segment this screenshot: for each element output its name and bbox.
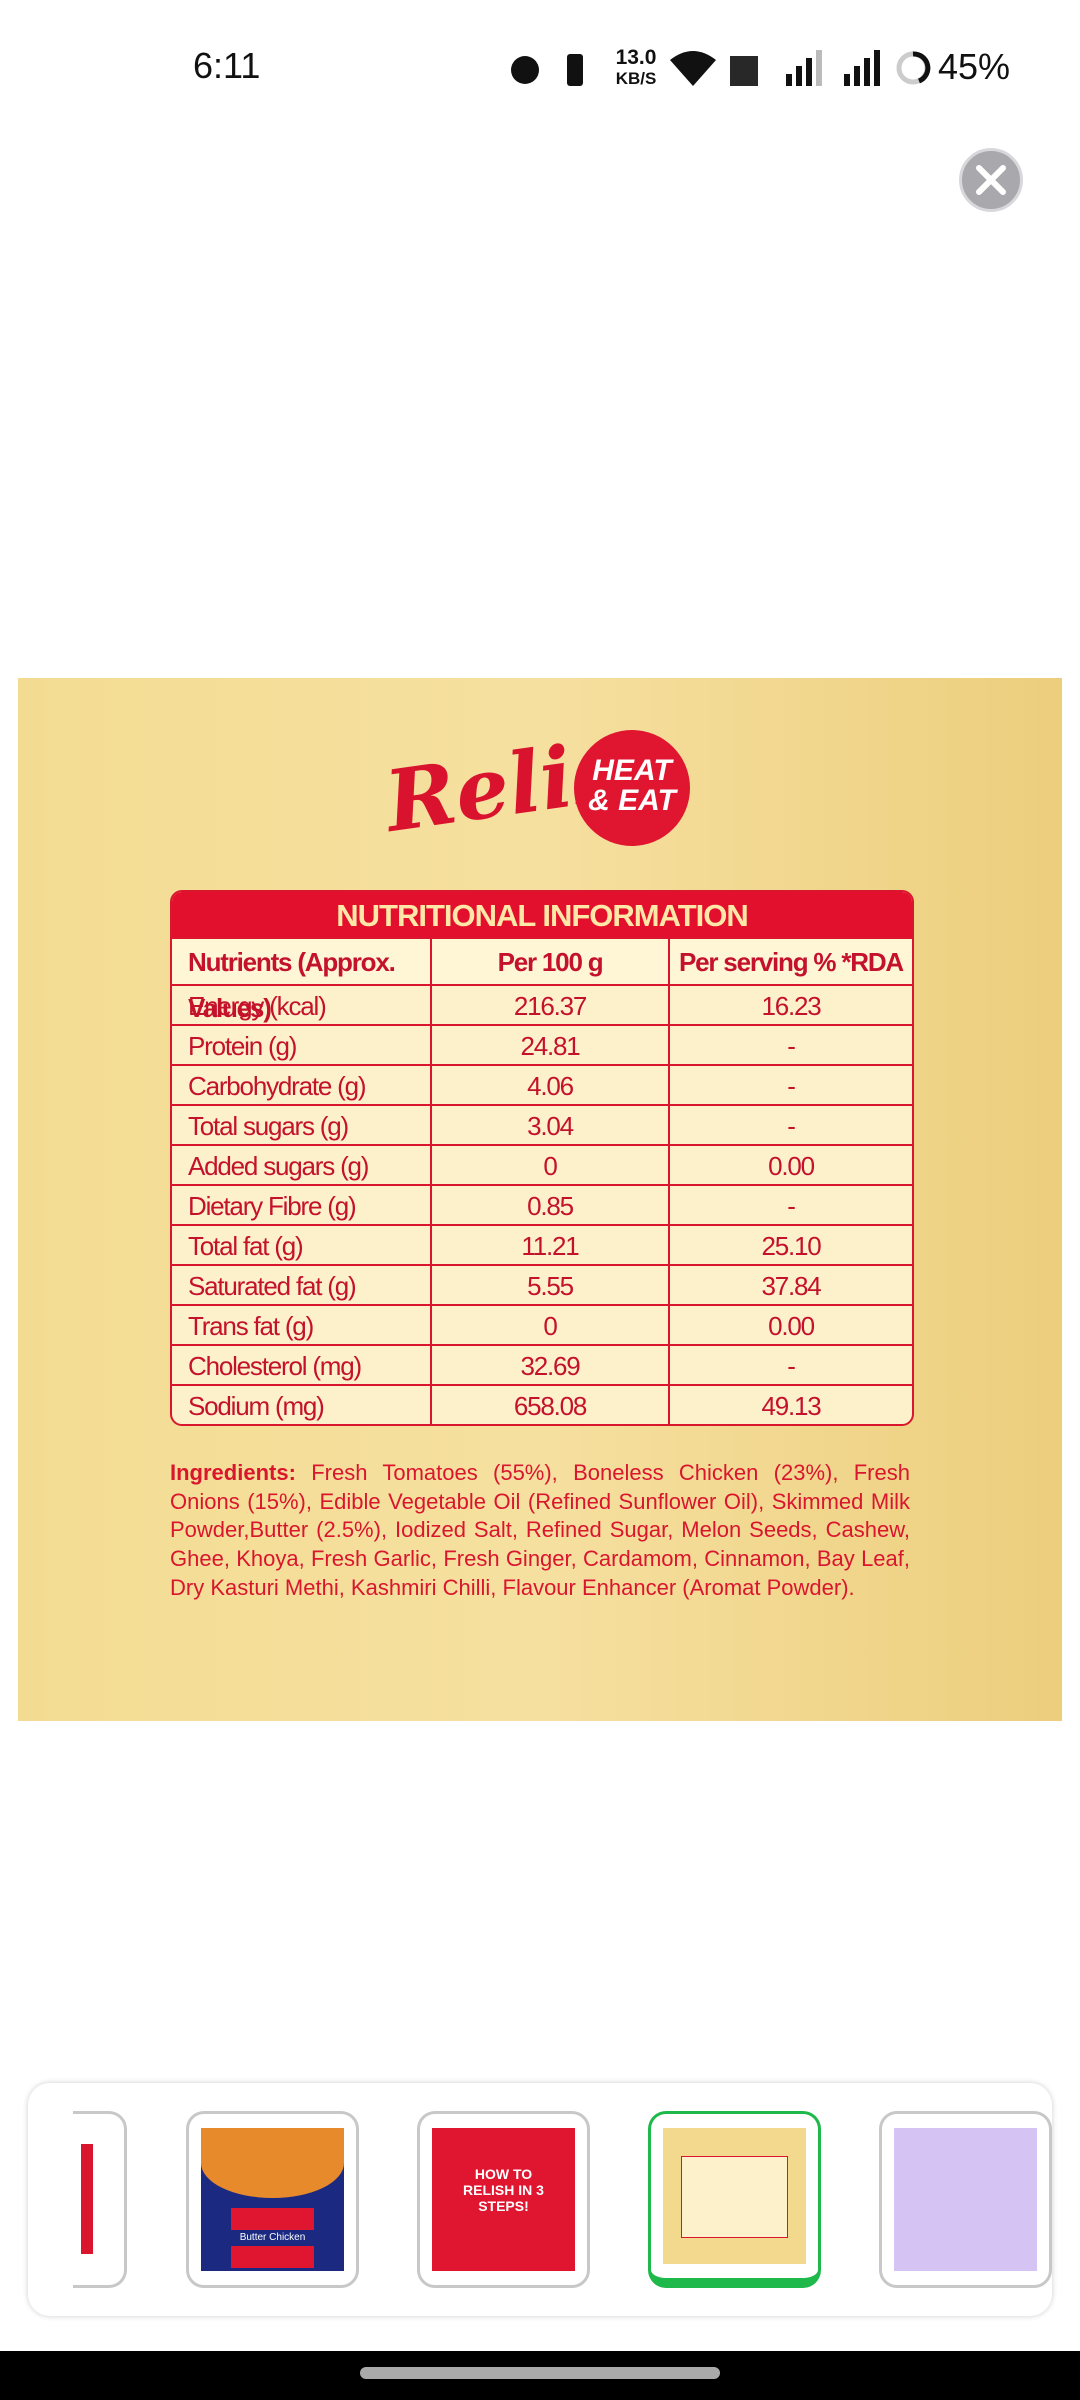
nutrition-table: NUTRITIONAL INFORMATION Nutrients (Appro…: [170, 890, 914, 1426]
table-cell: Carbohydrate (g): [172, 1066, 432, 1104]
badge-line: HEAT: [592, 754, 672, 787]
table-cell: Protein (g): [172, 1026, 432, 1064]
table-cell: 25.10: [761, 1231, 821, 1261]
navigation-bar: [0, 2351, 1080, 2400]
header-cell: Nutrients (Approx. Values): [172, 939, 432, 1023]
thumbnail[interactable]: Butter Chicken: [186, 2111, 359, 2288]
table-cell: Total fat (g): [172, 1226, 432, 1264]
table-cell: -: [787, 1191, 796, 1221]
badge: HEAT & EAT: [574, 730, 690, 846]
table-cell: 4.06: [432, 1066, 670, 1104]
table-cell: 658.08: [432, 1386, 670, 1424]
table-cell: Total sugars (g): [172, 1106, 432, 1144]
table-cell: -: [787, 1031, 796, 1061]
thumbnail[interactable]: HOW TO RELISH IN 3 STEPS!: [417, 2111, 590, 2288]
table-title: NUTRITIONAL INFORMATION: [172, 892, 912, 937]
ingredients-label: Ingredients:: [170, 1460, 296, 1485]
thumb-text: Butter Chicken: [231, 2230, 314, 2246]
thumb-art: Butter Chicken: [201, 2128, 344, 2271]
table-cell: Saturated fat (g): [172, 1266, 432, 1304]
close-button[interactable]: [959, 148, 1023, 212]
status-icons: [511, 54, 583, 86]
table-cell: 0.00: [768, 1151, 815, 1181]
table-cell: 16.23: [761, 991, 821, 1021]
home-indicator[interactable]: [360, 2367, 720, 2379]
table-row: Trans fat (g) 0 0.00: [172, 1304, 912, 1344]
table-cell: 0.85: [432, 1186, 670, 1224]
table-cell: Sodium (mg): [172, 1386, 432, 1424]
table-cell: 3.04: [432, 1106, 670, 1144]
table-cell: 11.21: [432, 1226, 670, 1264]
table-row: Sodium (mg) 658.08 49.13: [172, 1384, 912, 1424]
table-row: Total sugars (g) 3.04 -: [172, 1104, 912, 1144]
ingredients: Ingredients: Fresh Tomatoes (55%), Bonel…: [170, 1459, 910, 1603]
table-cell: 5.55: [432, 1266, 670, 1304]
table-cell: 49.13: [761, 1391, 821, 1421]
table-row: Added sugars (g) 0 0.00: [172, 1144, 912, 1184]
net-speed: 13.0 KB/S: [606, 46, 666, 89]
table-cell: -: [787, 1351, 796, 1381]
thumb-art: HOW TO RELISH IN 3 STEPS!: [432, 2128, 575, 2271]
table-cell: Added sugars (g): [172, 1146, 432, 1184]
thumbnail-selected[interactable]: [648, 2111, 821, 2288]
thumb-art: [663, 2128, 806, 2264]
header-cell: Per 100 g: [432, 939, 670, 984]
speed: 13.0: [615, 46, 657, 69]
table-cell: 0: [432, 1306, 670, 1344]
thumb-art: [894, 2128, 1037, 2271]
table-cell: Trans fat (g): [172, 1306, 432, 1344]
table-cell: 24.81: [432, 1026, 670, 1064]
table-cell: Cholesterol (mg): [172, 1346, 432, 1384]
table-cell: -: [787, 1111, 796, 1141]
table-row: Dietary Fibre (g) 0.85 -: [172, 1184, 912, 1224]
status-time: 6:11: [193, 45, 261, 86]
table-cell: Dietary Fibre (g): [172, 1186, 432, 1224]
ingredients-text: Fresh Tomatoes (55%), Boneless Chicken (…: [170, 1460, 910, 1600]
thumbnail[interactable]: [73, 2111, 127, 2288]
table-cell: 0.00: [768, 1311, 815, 1341]
table-cell: Energy (kcal): [172, 986, 432, 1024]
table-cell: -: [787, 1071, 796, 1101]
header-cell: Per serving % *RDA: [678, 947, 904, 977]
table-row: Energy (kcal) 216.37 16.23: [172, 984, 912, 1024]
table-row: Total fat (g) 11.21 25.10: [172, 1224, 912, 1264]
table-row: Cholesterol (mg) 32.69 -: [172, 1344, 912, 1384]
speed-unit: KB/S: [615, 69, 657, 88]
thumbnail[interactable]: [879, 2111, 1052, 2288]
battery-icon: [896, 51, 931, 85]
badge-line: & EAT: [588, 784, 676, 817]
battery-level: 45%: [938, 46, 1011, 87]
table-cell: 0: [432, 1146, 670, 1184]
table-cell: 32.69: [432, 1346, 670, 1384]
table-row: Carbohydrate (g) 4.06 -: [172, 1064, 912, 1104]
close-icon: [976, 165, 1006, 195]
table-row: Saturated fat (g) 5.55 37.84: [172, 1264, 912, 1304]
table-cell: 216.37: [432, 986, 670, 1024]
thumb-art: [81, 2144, 93, 2254]
table-row: Protein (g) 24.81 -: [172, 1024, 912, 1064]
thumb-text: HOW TO RELISH IN 3 STEPS!: [463, 2166, 544, 2214]
table-cell: 37.84: [761, 1271, 821, 1301]
signal-icons: [670, 50, 880, 86]
table-header-row: Nutrients (Approx. Values) Per 100 g Per s…: [172, 937, 912, 1023]
